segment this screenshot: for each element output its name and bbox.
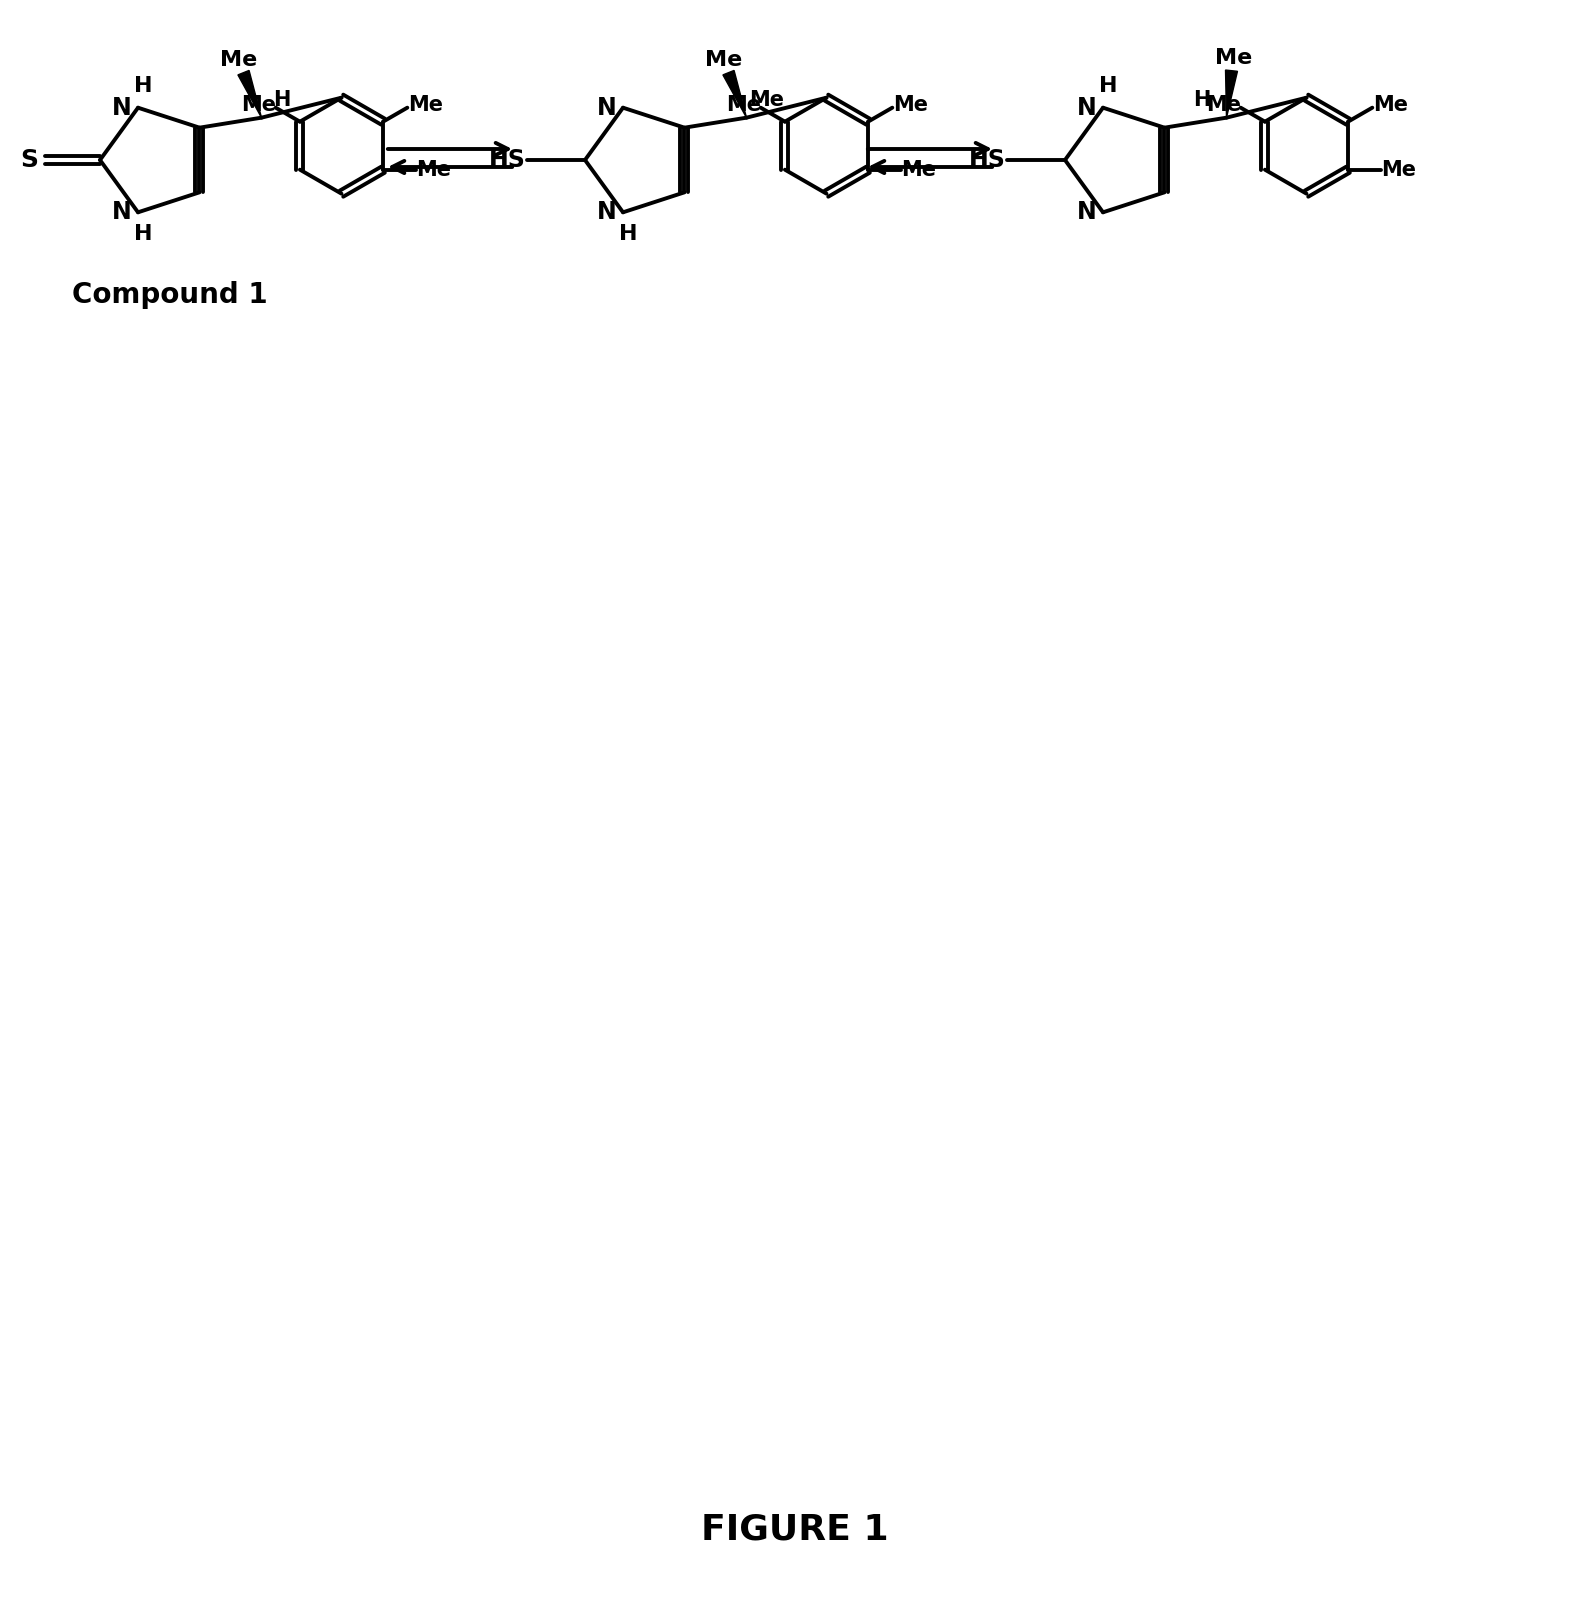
Polygon shape (239, 70, 261, 118)
Text: Me: Me (749, 89, 784, 110)
Text: HS: HS (488, 149, 525, 172)
Text: N: N (111, 200, 132, 224)
Text: HS: HS (969, 149, 1006, 172)
Text: Me: Me (705, 50, 741, 70)
Text: Me: Me (407, 94, 442, 115)
Polygon shape (1225, 70, 1238, 118)
Text: Me: Me (1216, 48, 1252, 67)
Text: Me: Me (1206, 94, 1241, 115)
Text: Me: Me (417, 160, 452, 180)
Text: N: N (597, 96, 617, 120)
Text: N: N (1077, 96, 1096, 120)
Text: Me: Me (1373, 94, 1408, 115)
Text: Me: Me (725, 94, 760, 115)
Text: S: S (21, 149, 38, 172)
Text: H: H (134, 75, 153, 96)
Text: Me: Me (220, 50, 258, 70)
Text: N: N (597, 200, 617, 224)
Text: H: H (1193, 89, 1211, 110)
Text: N: N (1077, 200, 1096, 224)
Text: H: H (134, 224, 153, 244)
Text: H: H (1099, 75, 1117, 96)
Text: Compound 1: Compound 1 (72, 281, 267, 308)
Polygon shape (722, 70, 746, 118)
Text: Me: Me (242, 94, 277, 115)
Text: Me: Me (1381, 160, 1416, 180)
Text: N: N (111, 96, 132, 120)
Text: H: H (619, 224, 638, 244)
Text: FIGURE 1: FIGURE 1 (702, 1512, 889, 1547)
Text: H: H (272, 89, 290, 110)
Text: Me: Me (902, 160, 937, 180)
Text: Me: Me (893, 94, 928, 115)
